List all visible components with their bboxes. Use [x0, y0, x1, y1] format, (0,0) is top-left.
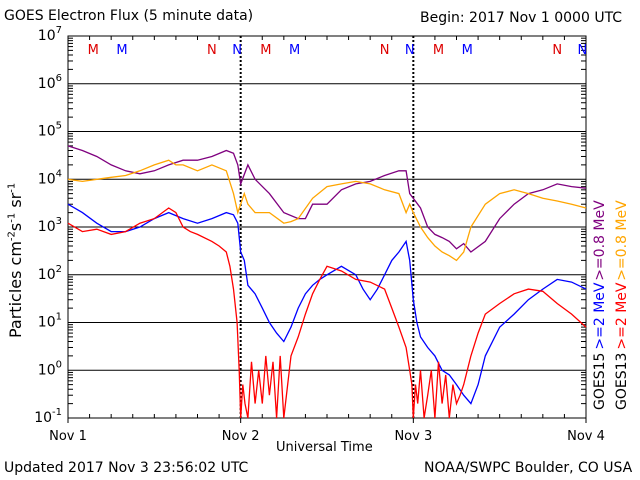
updated-timestamp: Updated 2017 Nov 3 23:56:02 UTC: [4, 460, 249, 476]
orbit-marker: M: [289, 43, 300, 58]
orbit-marker: N: [552, 43, 562, 58]
orbit-marker: N: [207, 43, 217, 58]
orbit-marker: M: [260, 43, 271, 58]
orbit-marker: N: [578, 43, 588, 58]
orbit-marker: M: [116, 43, 127, 58]
y-tick-label: 103: [38, 216, 62, 235]
legend-entry: GOES15: [592, 353, 608, 410]
y-tick-label: 107: [38, 25, 62, 44]
x-tick-label: Nov 2: [222, 429, 260, 444]
orbit-marker: M: [462, 43, 473, 58]
legend-entry: >=2 MeV: [614, 282, 630, 350]
y-tick-label: 105: [38, 121, 62, 140]
x-tick-label: Nov 4: [567, 429, 605, 444]
x-axis-label: Universal Time: [276, 440, 373, 455]
begin-date: Begin: 2017 Nov 1 0000 UTC: [420, 10, 623, 26]
y-axis-label: Particles cm-2s-1 sr-1: [6, 182, 25, 338]
series-line-goes15_low: [67, 145, 587, 253]
y-tick-label: 102: [38, 264, 62, 283]
orbit-marker: N: [405, 43, 415, 58]
series-line-goes13_low: [67, 159, 587, 262]
y-tick-label: 10-1: [34, 407, 62, 426]
orbit-marker: N: [232, 43, 242, 58]
legend-entry: >=0.8 MeV: [614, 200, 630, 281]
series-line-goes15_high: [67, 203, 587, 405]
y-tick-label: 104: [38, 168, 62, 187]
y-tick-label: 106: [38, 73, 62, 92]
legend-entry: >=0.8 MeV: [592, 200, 608, 281]
y-tick-label: 101: [38, 312, 62, 331]
legend-entry: GOES13: [614, 353, 630, 410]
orbit-marker: N: [380, 43, 390, 58]
orbit-marker: M: [433, 43, 444, 58]
series-line-goes13_high: [67, 207, 587, 419]
y-tick-label: 100: [38, 359, 62, 378]
chart-title: GOES Electron Flux (5 minute data): [4, 8, 254, 24]
orbit-marker: M: [88, 43, 99, 58]
x-tick-label: Nov 3: [394, 429, 432, 444]
source-credit: NOAA/SWPC Boulder, CO USA: [424, 460, 633, 476]
x-tick-label: Nov 1: [49, 429, 87, 444]
legend-entry: >=2 MeV: [592, 282, 608, 350]
